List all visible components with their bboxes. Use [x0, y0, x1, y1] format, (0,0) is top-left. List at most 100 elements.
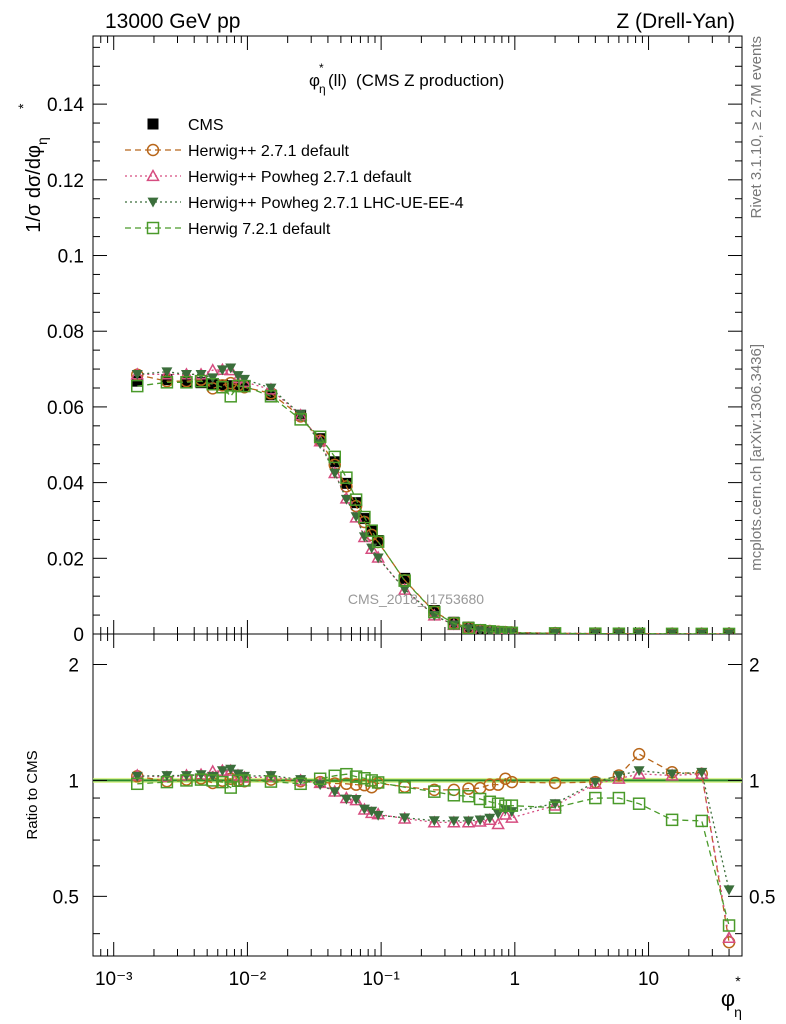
main-point-herwig-7-2-1-default	[505, 626, 519, 634]
ratio-point-herwig-powheg-2-7-1-lhc-ue-ee-4	[350, 794, 362, 805]
y-tick-label: 0.06	[47, 398, 84, 419]
ratio-point-herwig-7-2-1-default	[483, 795, 497, 809]
y-tick-label: 0.12	[47, 171, 84, 192]
main-point-herwig-powheg-2-7-1-lhc-ue-ee-4	[238, 374, 250, 385]
ratio-point-herwig-2-7-1-default	[499, 772, 512, 786]
main-point-cms	[399, 572, 411, 584]
ratio-point-herwig-powheg-2-7-1-lhc-ue-ee-4	[314, 780, 326, 791]
ratio-point-herwig-7-2-1-default	[180, 774, 193, 787]
main-point-herwig-7-2-1-default	[238, 379, 251, 393]
ratio-point-herwig-powheg-2-7-1-default	[237, 770, 252, 783]
main-point-herwig-7-2-1-default	[428, 605, 441, 619]
main-point-herwig-powheg-2-7-1-lhc-ue-ee-4	[633, 629, 645, 634]
ratio-point-herwig-7-2-1-default	[505, 799, 519, 812]
ratio-point-herwig-powheg-2-7-1-default	[498, 807, 513, 820]
main-point-cms	[180, 376, 192, 388]
ratio-point-herwig-powheg-2-7-1-default	[632, 766, 646, 780]
main-point-herwig-7-2-1-default	[349, 493, 363, 506]
ratio-point-herwig-powheg-2-7-1-lhc-ue-ee-4	[696, 767, 708, 778]
main-point-herwig-powheg-2-7-1-default	[237, 374, 252, 388]
ratio-point-herwig-powheg-2-7-1-lhc-ue-ee-4	[613, 771, 625, 781]
svg-text:*: *	[15, 103, 31, 109]
ratio-point-herwig-7-2-1-default	[160, 775, 174, 789]
y-tick-label: 0.02	[47, 549, 84, 570]
x-tick-label: 10	[638, 969, 659, 990]
main-point-herwig-7-2-1-default	[398, 574, 411, 587]
main-point-herwig-7-2-1-default	[131, 379, 144, 393]
ratio-point-herwig-7-2-1-default	[349, 770, 363, 783]
main-point-herwig-powheg-2-7-1-lhc-ue-ee-4	[340, 494, 352, 505]
ratio-point-herwig-powheg-2-7-1-lhc-ue-ee-4	[506, 807, 518, 818]
main-point-herwig-7-2-1-default	[632, 627, 646, 634]
axis-tick-labels: 0 0.02 0.04 0.06 0.08 0.1 0.12 0.14 0.5 0.5 1 1 2 2 10…	[47, 95, 775, 990]
ratio-point-herwig-2-7-1-default	[505, 775, 519, 789]
main-point-herwig-7-2-1-default	[483, 625, 497, 634]
y-tick-label: 2	[68, 655, 79, 676]
main-point-cms	[350, 497, 362, 509]
top-y-axis-label: 1/σ dσ/dφη *	[15, 103, 50, 233]
y-tick-label: 0.14	[47, 95, 84, 116]
main-point-herwig-powheg-2-7-1-lhc-ue-ee-4	[295, 410, 307, 420]
main-point-herwig-7-2-1-default	[695, 627, 708, 634]
svg-text:1/σ dσ/dφη: 1/σ dσ/dφη	[23, 137, 50, 233]
legend-label-cms: CMS	[188, 117, 224, 134]
ratio-point-herwig-2-7-1-default	[548, 776, 562, 790]
ratio-line-herwig-7-2-1-default	[137, 773, 730, 926]
main-point-herwig-7-2-1-default	[358, 510, 371, 524]
main-point-herwig-powheg-2-7-1-lhc-ue-ee-4	[666, 629, 678, 634]
ratio-point-herwig-powheg-2-7-1-default	[505, 810, 519, 823]
ratio-point-herwig-2-7-1-default	[632, 747, 646, 761]
y-tick-label: 0	[73, 625, 84, 646]
main-point-herwig-7-2-1-default	[371, 535, 385, 548]
ratio-point-herwig-7-2-1-default	[231, 774, 245, 788]
main-point-herwig-7-2-1-default	[313, 430, 327, 444]
main-point-herwig-powheg-2-7-1-lhc-ue-ee-4	[589, 629, 601, 634]
main-point-herwig-7-2-1-default	[160, 376, 174, 389]
svg-text:φ: φ	[309, 71, 320, 90]
main-point-herwig-powheg-2-7-1-lhc-ue-ee-4	[232, 371, 244, 381]
main-point-herwig-7-2-1-default	[294, 413, 307, 426]
y-tick-label: 2	[749, 655, 760, 676]
ratio-point-herwig-7-2-1-default	[499, 799, 512, 812]
main-point-cms	[366, 525, 378, 537]
ratio-point-herwig-powheg-2-7-1-lhc-ue-ee-4	[372, 810, 384, 821]
y-tick-label: 0.04	[47, 474, 84, 495]
ratio-point-herwig-7-2-1-default	[294, 777, 307, 791]
ratio-point-herwig-7-2-1-default	[695, 814, 708, 828]
ratio-point-herwig-powheg-2-7-1-default	[427, 815, 442, 828]
ratio-point-herwig-powheg-2-7-1-lhc-ue-ee-4	[131, 771, 143, 782]
svg-text:η: η	[319, 82, 326, 96]
x-tick-label: 10⁻¹	[362, 969, 400, 990]
main-point-herwig-powheg-2-7-1-lhc-ue-ee-4	[225, 363, 237, 374]
ratio-point-herwig-powheg-2-7-1-lhc-ue-ee-4	[723, 885, 735, 896]
ratio-point-herwig-powheg-2-7-1-lhc-ue-ee-4	[633, 766, 645, 777]
ratio-point-herwig-7-2-1-default	[665, 813, 679, 827]
main-point-cms	[225, 380, 237, 392]
ratio-point-herwig-7-2-1-default	[398, 780, 411, 794]
legend-marker-herwig-7-2-1-default	[146, 221, 160, 235]
main-point-herwig-7-2-1-default	[328, 450, 342, 464]
ratio-point-herwig-7-2-1-default	[548, 801, 562, 814]
main-point-herwig-7-2-1-default	[499, 626, 512, 634]
ratio-point-herwig-powheg-2-7-1-lhc-ue-ee-4	[448, 816, 460, 827]
main-point-herwig-powheg-2-7-1-lhc-ue-ee-4	[358, 532, 370, 543]
ratio-series-group	[130, 747, 736, 949]
main-point-herwig-7-2-1-default	[264, 390, 278, 403]
ratio-point-herwig-powheg-2-7-1-lhc-ue-ee-4	[589, 777, 601, 788]
bottom-y-axis-label: Ratio to CMS	[24, 750, 41, 839]
main-point-cms	[207, 378, 219, 390]
ratio-point-herwig-7-2-1-default	[313, 772, 327, 786]
energy-label: 13000 GeV pp	[105, 10, 240, 33]
plot-title-text: (CMS Z production)	[356, 71, 504, 90]
ratio-point-herwig-2-7-1-default	[340, 777, 353, 791]
ratio-point-herwig-7-2-1-default	[491, 797, 505, 810]
main-point-herwig-powheg-2-7-1-lhc-ue-ee-4	[372, 553, 384, 564]
ratio-point-herwig-powheg-2-7-1-default	[483, 812, 497, 825]
main-point-herwig-powheg-2-7-1-lhc-ue-ee-4	[131, 369, 143, 380]
main-point-herwig-7-2-1-default	[589, 627, 602, 634]
x-tick-label: 10⁻²	[229, 969, 267, 990]
main-point-herwig-powheg-2-7-1-lhc-ue-ee-4	[329, 468, 341, 479]
svg-text:*: *	[735, 973, 741, 989]
main-point-cms	[216, 379, 228, 391]
ratio-point-herwig-powheg-2-7-1-default	[447, 815, 461, 828]
